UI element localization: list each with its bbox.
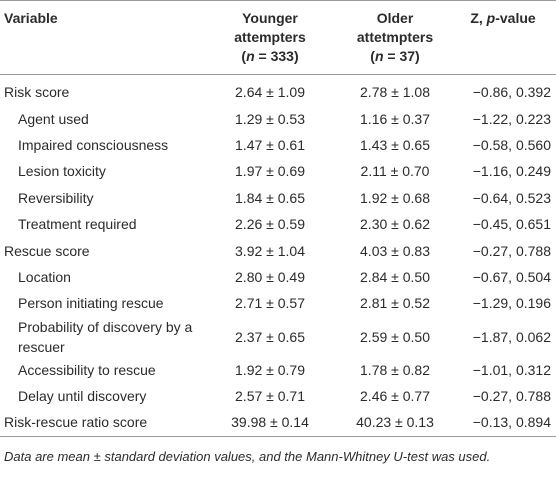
cell: 2.59 ± 0.50 <box>360 328 430 345</box>
header-cell: Younger attempters (n = 333) <box>200 0 340 75</box>
cell: 1.47 ± 0.61 <box>235 136 305 153</box>
header-text: = 333) <box>254 48 299 64</box>
cell: 2.30 ± 0.62 <box>360 216 430 233</box>
table-row: Location 2.80 ± 0.49 2.84 ± 0.50 −0.67, 0.5… <box>0 264 556 290</box>
cell: 2.57 ± 0.71 <box>235 388 305 405</box>
cell: 2.64 ± 1.09 <box>235 84 305 101</box>
header-line: Variable <box>4 9 196 28</box>
data-table: Variable Younger attempters (n = 333) Older a… <box>0 0 556 437</box>
header-text: Older <box>376 10 414 26</box>
row-label: Location <box>18 268 71 285</box>
row-label: Impaired consciousness <box>18 136 169 153</box>
cell: −1.16, 0.249 <box>472 163 551 180</box>
header-line: attetmpters <box>344 28 446 47</box>
cell: 1.84 ± 0.65 <box>235 189 305 206</box>
cell: −0.58, 0.560 <box>472 136 551 153</box>
header-text: attempters <box>234 29 306 45</box>
table-row: Accessibility to rescue 1.92 ± 0.79 1.78 ±… <box>0 357 556 383</box>
row-label: Reversibility <box>18 189 94 206</box>
cell: 2.37 ± 0.65 <box>235 328 305 345</box>
header-line: (n = 37) <box>344 47 446 66</box>
cell: 1.43 ± 0.65 <box>360 136 430 153</box>
cell: −1.22, 0.223 <box>472 110 551 127</box>
row-label: Treatment required <box>18 216 137 233</box>
footnote: Data are mean ± standard deviation value… <box>4 448 491 464</box>
header-text: Variable <box>4 10 58 26</box>
cell: −1.29, 0.196 <box>472 295 551 312</box>
header-text: attetmpters <box>356 29 434 45</box>
cell: −0.64, 0.523 <box>472 189 551 206</box>
row-label: Agent used <box>18 110 89 127</box>
header-text: n <box>374 48 384 64</box>
row-label: Risk-rescue ratio score <box>4 414 148 431</box>
cell: −0.27, 0.788 <box>472 388 551 405</box>
cell: 2.81 ± 0.52 <box>360 295 430 312</box>
cell: 1.92 ± 0.79 <box>235 361 305 378</box>
table-row: Reversibility 1.84 ± 0.65 1.92 ± 0.68 −0.64… <box>0 185 556 211</box>
row-label: Rescue score <box>4 242 90 259</box>
header-text: -value <box>495 10 536 26</box>
header-line: (n = 333) <box>204 47 336 66</box>
header-text: Younger <box>242 10 298 26</box>
row-label: Accessibility to rescue <box>18 361 156 378</box>
row-label: Person initiating rescue <box>18 295 164 312</box>
cell: 2.84 ± 0.50 <box>360 268 430 285</box>
cell: 1.97 ± 0.69 <box>235 163 305 180</box>
table-row: Probability of discovery by a rescuer 2.3… <box>0 317 556 357</box>
table-body: Risk score 2.64 ± 1.09 2.78 ± 1.08 −0.86, 0… <box>0 75 556 437</box>
cell: 2.26 ± 0.59 <box>235 216 305 233</box>
header-line: Z, p-value <box>454 9 552 28</box>
header-cell: Older attetmpters (n = 37) <box>340 0 450 75</box>
header-text: p <box>486 10 496 26</box>
table-row: Agent used 1.29 ± 0.53 1.16 ± 0.37 −1.22, 0… <box>0 105 556 131</box>
cell: −1.87, 0.062 <box>472 328 551 345</box>
table-row: Delay until discovery 2.57 ± 0.71 2.46 ± 0… <box>0 383 556 409</box>
row-label: Delay until discovery <box>18 388 147 405</box>
cell: 1.78 ± 0.82 <box>360 361 430 378</box>
cell: 1.92 ± 0.68 <box>360 189 430 206</box>
table-row: Person initiating rescue 2.71 ± 0.57 2.81 … <box>0 290 556 316</box>
row-label: Risk score <box>4 84 70 101</box>
cell: 3.92 ± 1.04 <box>235 242 305 259</box>
cell: 2.11 ± 0.70 <box>360 163 430 180</box>
cell: 39.98 ± 0.14 <box>231 414 309 431</box>
header-cell: Variable <box>0 0 200 75</box>
cell: 40.23 ± 0.13 <box>356 414 434 431</box>
header-text: ( <box>370 48 375 64</box>
cell: 2.78 ± 1.08 <box>360 84 430 101</box>
header-cell: Z, p-value <box>450 0 556 75</box>
header-line: Younger <box>204 9 336 28</box>
cell: 2.71 ± 0.57 <box>235 295 305 312</box>
table-row: Risk-rescue ratio score 39.98 ± 0.14 40.23… <box>0 409 556 436</box>
cell: −0.67, 0.504 <box>472 268 551 285</box>
header-text: Z, <box>470 10 487 26</box>
cell: 1.29 ± 0.53 <box>235 110 305 127</box>
cell: −0.86, 0.392 <box>472 84 551 101</box>
cell: 2.46 ± 0.77 <box>360 388 430 405</box>
header-row: Variable Younger attempters (n = 333) Older a… <box>0 0 556 75</box>
cell: −1.01, 0.312 <box>472 361 551 378</box>
cell: 2.80 ± 0.49 <box>235 268 305 285</box>
cell: −0.13, 0.894 <box>472 414 551 431</box>
row-label: Lesion toxicity <box>18 163 106 180</box>
table-row: Impaired consciousness 1.47 ± 0.61 1.43 ± … <box>0 132 556 158</box>
table-row: Rescue score 3.92 ± 1.04 4.03 ± 0.83 −0.27,… <box>0 237 556 263</box>
row-label: Probability of discovery by a rescuer <box>18 318 193 355</box>
cell: −0.27, 0.788 <box>472 242 551 259</box>
table-row: Treatment required 2.26 ± 0.59 2.30 ± 0.62… <box>0 211 556 237</box>
header-line: attempters <box>204 28 336 47</box>
table-row: Lesion toxicity 1.97 ± 0.69 2.11 ± 0.70 −1.… <box>0 158 556 184</box>
header-line: Older <box>344 9 446 28</box>
cell: −0.45, 0.651 <box>472 216 551 233</box>
cell: 1.16 ± 0.37 <box>360 110 430 127</box>
cell: 4.03 ± 0.83 <box>360 242 430 259</box>
header-text: = 37) <box>383 48 420 64</box>
header-text: ( <box>241 48 247 64</box>
table-row: Risk score 2.64 ± 1.09 2.78 ± 1.08 −0.86, 0… <box>0 75 556 106</box>
header-text: n <box>246 48 255 64</box>
